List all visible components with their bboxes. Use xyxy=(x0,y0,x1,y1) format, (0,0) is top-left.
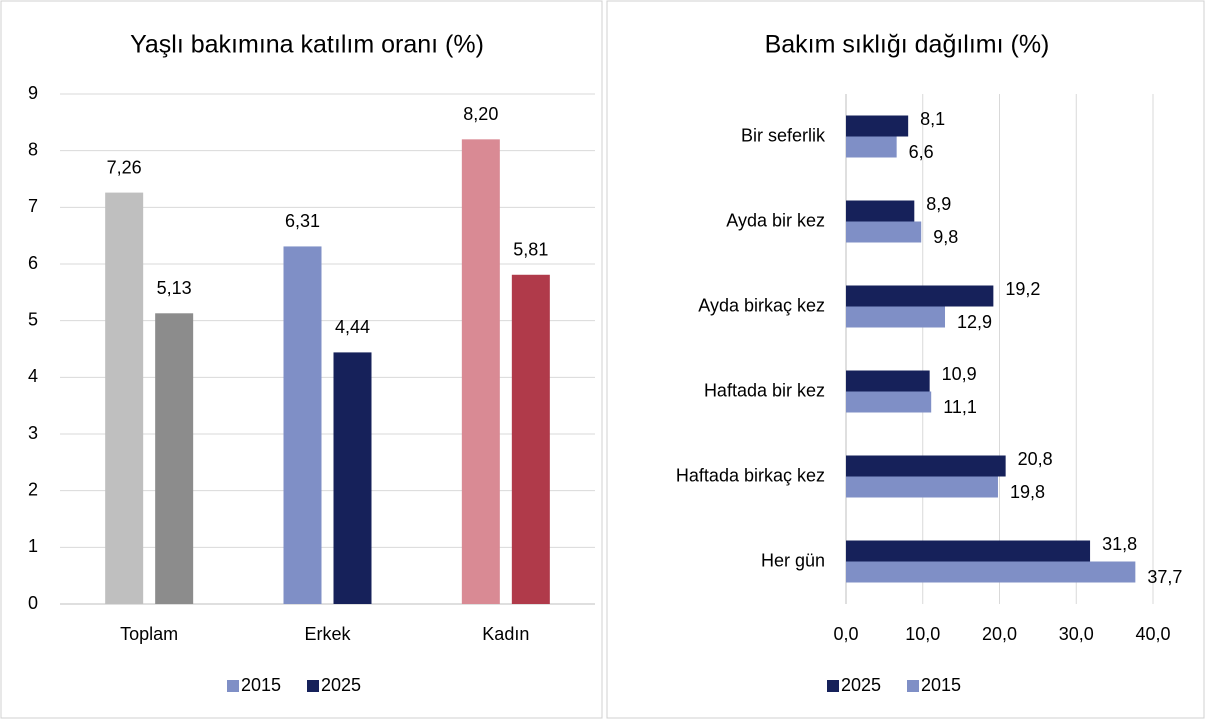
legend-swatch xyxy=(227,680,239,692)
bar xyxy=(846,115,909,137)
bar xyxy=(511,274,550,604)
legend-swatch xyxy=(907,680,919,692)
bar xyxy=(846,306,946,328)
bar xyxy=(846,561,1136,583)
y-tick-label: 8 xyxy=(28,139,38,159)
bar xyxy=(846,285,994,307)
value-label: 9,8 xyxy=(933,227,958,247)
value-label: 8,1 xyxy=(920,109,945,129)
bar xyxy=(333,352,372,604)
legend-swatch xyxy=(827,680,839,692)
y-tick-label: 4 xyxy=(28,366,38,386)
legend-swatch xyxy=(307,680,319,692)
x-tick-label: 30,0 xyxy=(1059,624,1094,644)
bar xyxy=(105,192,144,604)
value-label: 5,13 xyxy=(157,278,192,298)
value-label: 20,8 xyxy=(1018,449,1053,469)
value-label: 10,9 xyxy=(942,364,977,384)
y-tick-label: Bir seferlik xyxy=(741,125,826,145)
bar xyxy=(846,200,915,222)
bar xyxy=(846,476,998,498)
y-tick-label: 6 xyxy=(28,253,38,273)
chart-title: Bakım sıklığı dağılımı (%) xyxy=(765,31,1050,59)
bar xyxy=(846,370,930,392)
y-tick-label: 1 xyxy=(28,536,38,556)
x-tick-label: Kadın xyxy=(482,624,529,644)
bar xyxy=(283,246,322,604)
legend-label: 2025 xyxy=(841,675,881,695)
bar xyxy=(155,313,194,604)
value-label: 11,1 xyxy=(943,397,977,417)
panel-border xyxy=(606,0,1205,719)
y-tick-label: Haftada birkaç kez xyxy=(676,465,825,485)
y-tick-label: 2 xyxy=(28,479,38,499)
value-label: 6,31 xyxy=(285,211,320,231)
x-tick-label: Toplam xyxy=(120,624,178,644)
y-tick-label: 7 xyxy=(28,196,38,216)
bar xyxy=(846,221,922,243)
y-tick-label: Her gün xyxy=(761,550,825,570)
value-label: 8,9 xyxy=(926,194,951,214)
value-label: 31,8 xyxy=(1102,534,1137,554)
value-label: 12,9 xyxy=(957,312,992,332)
value-label: 8,20 xyxy=(463,104,498,124)
value-label: 19,8 xyxy=(1010,482,1045,502)
panel-border xyxy=(0,0,603,719)
x-tick-label: Erkek xyxy=(304,624,351,644)
bar xyxy=(846,136,897,158)
value-label: 4,44 xyxy=(335,317,370,337)
legend-label: 2015 xyxy=(921,675,961,695)
bar xyxy=(846,540,1091,562)
value-label: 19,2 xyxy=(1005,279,1040,299)
value-label: 5,81 xyxy=(513,240,548,260)
bar xyxy=(461,139,500,605)
value-label: 37,7 xyxy=(1147,567,1182,587)
y-tick-label: Haftada bir kez xyxy=(704,380,825,400)
y-tick-label: 0 xyxy=(28,593,38,613)
y-tick-label: 3 xyxy=(28,423,38,443)
y-tick-label: 9 xyxy=(28,83,38,103)
y-tick-label: Ayda bir kez xyxy=(726,210,825,230)
y-tick-label: 5 xyxy=(28,309,38,329)
x-tick-label: 40,0 xyxy=(1135,624,1170,644)
legend-label: 2015 xyxy=(241,675,281,695)
value-label: 6,6 xyxy=(909,142,934,162)
x-tick-label: 0,0 xyxy=(833,624,858,644)
bar xyxy=(846,455,1006,477)
x-tick-label: 20,0 xyxy=(982,624,1017,644)
value-label: 7,26 xyxy=(107,157,142,177)
bar xyxy=(846,391,932,413)
chart-title: Yaşlı bakımına katılım oranı (%) xyxy=(130,31,484,59)
y-tick-label: Ayda birkaç kez xyxy=(698,295,825,315)
legend-label: 2025 xyxy=(321,675,361,695)
x-tick-label: 10,0 xyxy=(905,624,940,644)
